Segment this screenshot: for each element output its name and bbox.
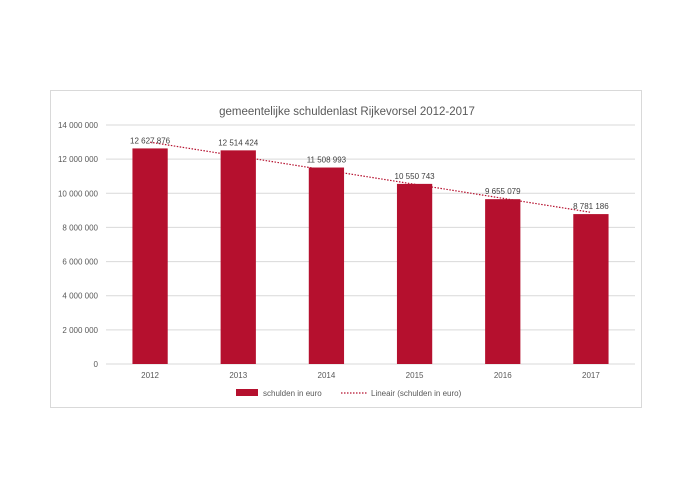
data-label-2017: 8 781 186	[573, 202, 609, 211]
gridlines	[106, 124, 635, 365]
trendline-line	[149, 141, 592, 213]
x-tick-label: 2014	[318, 371, 336, 380]
bars	[132, 148, 609, 364]
data-label-2013: 12 514 424	[218, 138, 259, 147]
y-tick-label: 14 000 000	[58, 121, 99, 130]
bar-chart: gemeentelijke schuldenlast Rijkevorsel 2…	[58, 106, 635, 398]
y-tick-label: 6 000 000	[62, 258, 98, 267]
chart-title: gemeentelijke schuldenlast Rijkevorsel 2…	[219, 106, 475, 118]
legend: schulden in euro Lineair (schulden in eu…	[236, 389, 462, 398]
bar-2012	[132, 148, 168, 364]
x-tick-label: 2015	[406, 371, 424, 380]
x-tick-label: 2012	[141, 371, 159, 380]
x-axis: 2012 2013 2014 2015 2016 2017	[141, 371, 600, 380]
y-tick-label: 4 000 000	[62, 292, 98, 301]
bar-2017	[573, 214, 609, 364]
x-tick-label: 2013	[229, 371, 247, 380]
y-tick-label: 8 000 000	[62, 223, 98, 232]
y-axis: 0 2 000 000 4 000 000 6 000 000 8 000 000 10 …	[58, 121, 99, 369]
trendline	[149, 141, 592, 213]
bar-2015	[396, 183, 433, 364]
data-label-2015: 10 550 743	[395, 172, 436, 181]
bar-2016	[485, 199, 521, 364]
bar-2013	[220, 150, 256, 364]
y-tick-label: 0	[94, 360, 99, 369]
chart-container: gemeentelijke schuldenlast Rijkevorsel 2…	[50, 90, 642, 408]
data-label-2012: 12 627 876	[130, 136, 171, 145]
data-labels: 12 627 876 12 514 424 11 508 993 10 550 743…	[130, 136, 609, 211]
y-tick-label: 10 000 000	[58, 189, 99, 198]
legend-swatch-schulden	[236, 389, 258, 396]
x-tick-label: 2017	[582, 371, 600, 380]
bar-2014	[308, 167, 345, 364]
data-label-2016: 9 655 079	[485, 187, 521, 196]
data-label-2014: 11 508 993	[307, 156, 347, 165]
legend-label-trendline: Lineair (schulden in euro)	[371, 389, 462, 398]
y-tick-label: 12 000 000	[58, 155, 99, 164]
y-tick-label: 2 000 000	[62, 326, 98, 335]
legend-label-schulden: schulden in euro	[263, 389, 322, 398]
x-tick-label: 2016	[494, 371, 512, 380]
